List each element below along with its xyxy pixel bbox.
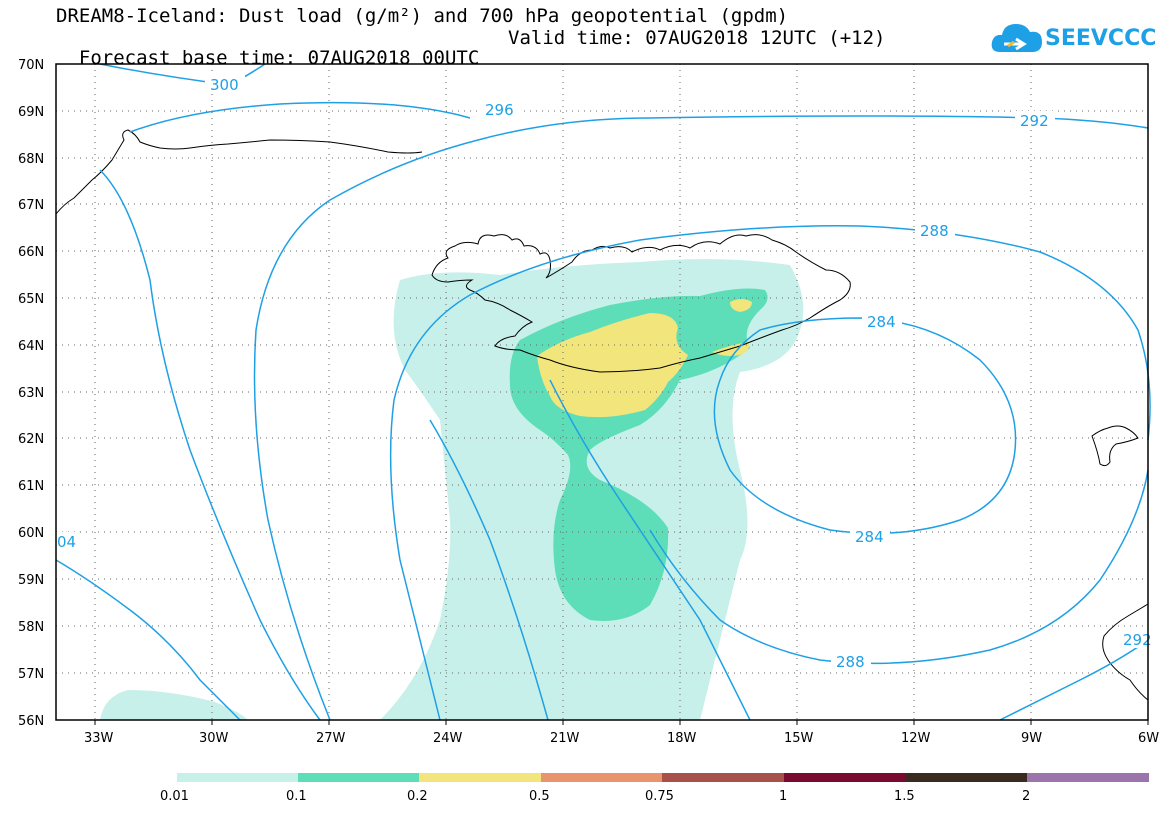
coastlines [55, 129, 1149, 701]
contour-label-284-top: 284 [867, 313, 896, 331]
legend-swatch-1 [298, 773, 419, 782]
lon-label-21w: 21W [550, 731, 580, 746]
valid-time: Valid time: 07AUG2018 12UTC (+12) [508, 27, 886, 49]
lat-label-60n: 60N [18, 526, 44, 541]
longitude-labels: 33W 30W 27W 24W 21W 18W 15W 12W 9W 6W [84, 731, 1159, 746]
legend-label-15: 1.5 [894, 789, 915, 804]
lat-label-63n: 63N [18, 386, 44, 401]
seevccc-logo: SEEVCCC [990, 18, 1156, 58]
lon-label-15w: 15W [784, 731, 814, 746]
dust-band-02 [537, 313, 688, 418]
legend-label-02: 0.2 [407, 789, 428, 804]
legend-label-075: 0.75 [645, 789, 674, 804]
lat-label-68n: 68N [18, 152, 44, 167]
latitude-labels: 70N 69N 68N 67N 66N 65N 64N 63N 62N 61N … [18, 58, 44, 729]
contour-label-288-top: 288 [920, 222, 949, 240]
contour-292-right [999, 639, 1149, 721]
grid-lines [56, 64, 1148, 720]
lat-label-59n: 59N [18, 573, 44, 588]
contour-label-292: 292 [1020, 112, 1049, 130]
lon-label-12w: 12W [901, 731, 931, 746]
faroe-coastline [1091, 425, 1139, 467]
lat-label-67n: 67N [18, 198, 44, 213]
map-subtitle: Forecast base time: 07AUG2018 00UTC Vali… [56, 28, 906, 88]
dust-load-field [100, 259, 804, 720]
legend-swatch-0 [177, 773, 298, 782]
legend-label-05: 0.5 [529, 789, 550, 804]
contour-288-right [649, 469, 1149, 665]
lon-label-33w: 33W [84, 731, 114, 746]
lat-label-57n: 57N [18, 667, 44, 682]
lat-label-58n: 58N [18, 620, 44, 635]
contour-304 [55, 559, 241, 721]
contour-296 [99, 169, 321, 721]
scotland-coastline [1102, 603, 1149, 701]
lat-label-61n: 61N [18, 479, 44, 494]
legend-label-1: 1 [779, 789, 787, 804]
contour-label-296: 296 [485, 101, 514, 119]
logo-text: SEEVCCC [1045, 26, 1157, 51]
contour-296-top [129, 101, 471, 133]
lat-label-69n: 69N [18, 105, 44, 120]
lat-label-64n: 64N [18, 339, 44, 354]
lat-label-56n: 56N [18, 714, 44, 729]
lat-label-62n: 62N [18, 432, 44, 447]
lon-label-9w: 9W [1021, 731, 1042, 746]
legend-swatch-3 [541, 773, 662, 782]
dust-band-001-sw [100, 690, 248, 720]
legend-label-2: 2 [1022, 789, 1030, 804]
legend-swatch-2 [419, 773, 541, 782]
contour-label-288-bottom: 288 [836, 653, 865, 671]
contour-292 [253, 115, 1149, 721]
contour-284-left [549, 379, 751, 721]
dust-band-02-east [730, 299, 752, 312]
lon-label-24w: 24W [433, 731, 463, 746]
lon-label-27w: 27W [316, 731, 346, 746]
lon-label-6w: 6W [1138, 731, 1159, 746]
lat-label-66n: 66N [18, 245, 44, 260]
legend-label-001: 0.01 [160, 789, 189, 804]
axis-ticks [94, 720, 1149, 725]
iceland-coastline [431, 234, 851, 373]
lon-label-18w: 18W [667, 731, 697, 746]
legend-swatch-4 [662, 773, 784, 782]
contour-label-304: 04 [57, 533, 76, 551]
legend-label-01: 0.1 [286, 789, 307, 804]
legend-swatch-5 [784, 773, 906, 782]
legend-swatch-6 [906, 773, 1027, 782]
color-legend: 0.01 0.1 0.2 0.5 0.75 1 1.5 2 [160, 773, 1149, 804]
contour-288-lower [429, 419, 549, 721]
contour-label-300: 300 [210, 76, 239, 94]
forecast-base-time: Forecast base time: 07AUG2018 00UTC [78, 47, 480, 69]
contour-label-292-right: 292 [1123, 631, 1152, 649]
lat-label-65n: 65N [18, 292, 44, 307]
contour-288-left [389, 225, 1151, 721]
lon-label-30w: 30W [199, 731, 229, 746]
contour-labels: 300 296 292 288 284 284 288 04 292 [56, 75, 1152, 671]
lat-label-70n: 70N [18, 58, 44, 73]
map-title: DREAM8-Iceland: Dust load (g/m²) and 700… [56, 5, 789, 27]
legend-swatch-7 [1027, 773, 1149, 782]
geopotential-contours [55, 63, 1151, 721]
cloud-icon [991, 24, 1042, 52]
map-frame [55, 63, 1149, 721]
contour-label-284-bottom: 284 [855, 528, 884, 546]
greenland-coastline [55, 129, 423, 215]
